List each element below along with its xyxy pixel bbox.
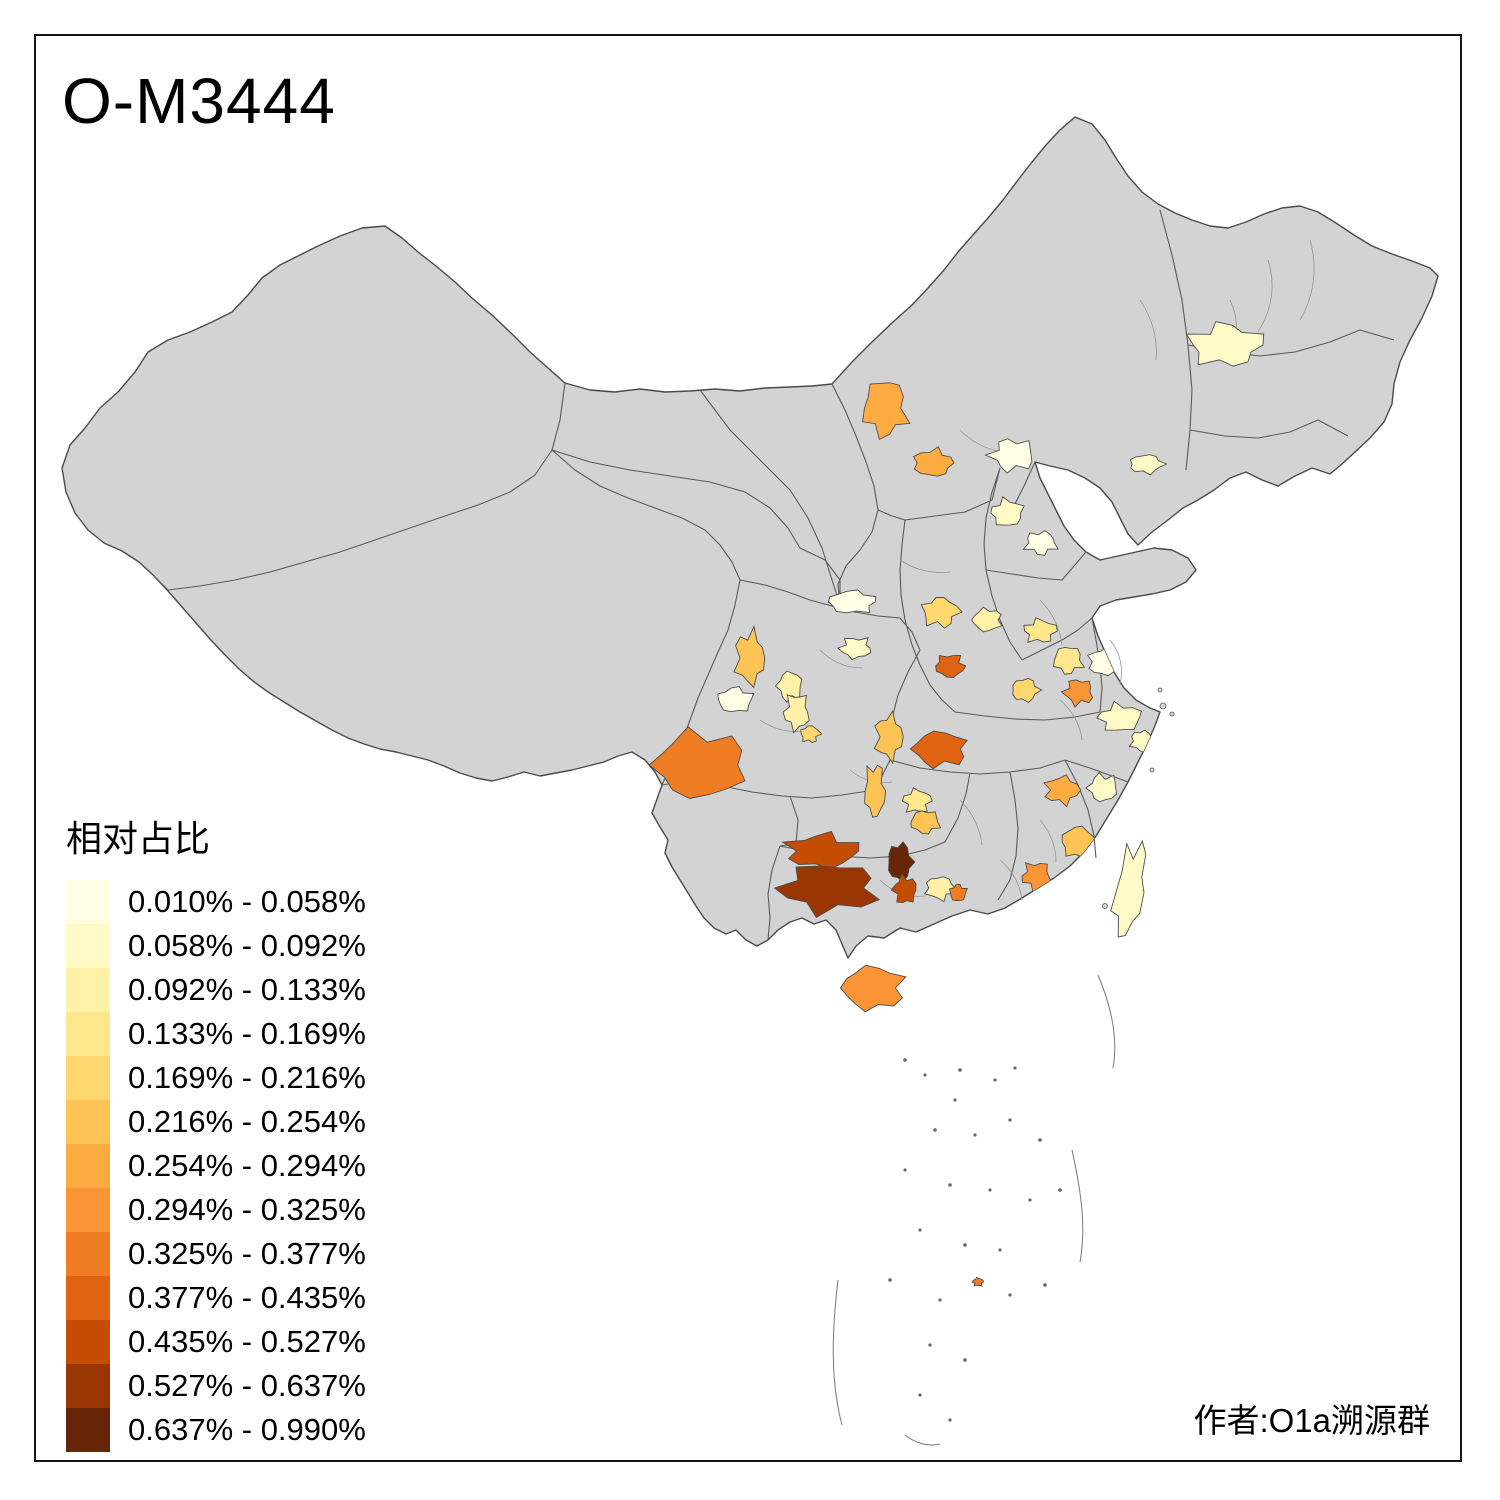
map-region-bin-6 xyxy=(733,624,766,689)
legend-row: 0.010% - 0.058% xyxy=(66,880,366,924)
legend-rows: 0.010% - 0.058% 0.058% - 0.092% 0.092% - 0… xyxy=(66,880,366,1452)
map-region-bin-10 xyxy=(935,654,967,678)
map-region-bin-6 xyxy=(864,764,887,818)
legend-bin-label: 0.325% - 0.377% xyxy=(128,1236,366,1271)
legend-row: 0.169% - 0.216% xyxy=(66,1056,366,1100)
map-region-bin-2 xyxy=(837,637,872,661)
map-region-bin-1 xyxy=(717,686,755,713)
legend-bin-label: 0.216% - 0.254% xyxy=(128,1104,366,1139)
legend-bin-label: 0.010% - 0.058% xyxy=(128,884,366,919)
legend-bin-label: 0.527% - 0.637% xyxy=(128,1368,366,1403)
map-region-bin-5 xyxy=(920,597,963,629)
legend-bin-label: 0.169% - 0.216% xyxy=(128,1060,366,1095)
legend-color-swatch xyxy=(66,1276,110,1320)
legend-row: 0.637% - 0.990% xyxy=(66,1408,366,1452)
small-islands xyxy=(1102,687,1175,909)
map-region-bin-3 xyxy=(971,606,1003,633)
map-region-bin-4 xyxy=(1023,617,1058,643)
map-region-bin-6 xyxy=(873,709,904,765)
map-region-bin-2 xyxy=(1110,839,1147,938)
map-region-bin-2 xyxy=(1129,454,1168,476)
legend-color-swatch xyxy=(66,1364,110,1408)
legend-bin-label: 0.377% - 0.435% xyxy=(128,1280,366,1315)
map-region-bin-12 xyxy=(773,865,881,919)
legend-color-swatch xyxy=(66,1144,110,1188)
map-region-bin-5 xyxy=(800,725,823,743)
legend-color-swatch xyxy=(66,924,110,968)
map-region-bin-9 xyxy=(648,726,746,799)
province-borders xyxy=(153,209,1395,941)
legend-row: 0.294% - 0.325% xyxy=(66,1188,366,1232)
map-region-bin-2 xyxy=(1185,320,1265,367)
map-region-bin-11 xyxy=(781,830,860,870)
map-region-bin-1 xyxy=(827,589,877,614)
legend-title: 相对占比 xyxy=(66,818,211,859)
legend-color-swatch xyxy=(66,1232,110,1276)
legend-color-swatch xyxy=(66,1100,110,1144)
map-region-bin-8 xyxy=(839,964,907,1013)
legend-bin-label: 0.092% - 0.133% xyxy=(128,972,366,1007)
map-region-bin-7 xyxy=(862,382,911,441)
map-region-bin-1 xyxy=(1022,530,1059,556)
map-region-bin-2 xyxy=(1096,700,1143,731)
legend-row: 0.435% - 0.527% xyxy=(66,1320,366,1364)
legend-row: 0.092% - 0.133% xyxy=(66,968,366,1012)
map-region-bin-9 xyxy=(971,1276,985,1287)
colored-regions-mainland xyxy=(648,320,1265,919)
legend-color-swatch xyxy=(66,1012,110,1056)
page-title: O-M3444 xyxy=(62,65,336,137)
map-region-bin-8 xyxy=(1060,679,1094,708)
map-region-bin-10 xyxy=(909,730,968,770)
legend-row: 0.377% - 0.435% xyxy=(66,1276,366,1320)
map-region-bin-3 xyxy=(782,694,810,734)
legend-color-swatch xyxy=(66,1188,110,1232)
legend-row: 0.216% - 0.254% xyxy=(66,1100,366,1144)
south-china-sea-features xyxy=(832,974,1116,1446)
map-region-bin-11 xyxy=(890,872,917,904)
legend-bin-label: 0.254% - 0.294% xyxy=(128,1148,366,1183)
legend-color-swatch xyxy=(66,1320,110,1364)
map-region-bin-7 xyxy=(1043,774,1082,808)
map-region-bin-5 xyxy=(1012,677,1043,703)
legend-bin-label: 0.133% - 0.169% xyxy=(128,1016,366,1051)
map-region-bin-9 xyxy=(948,883,968,901)
map-region-bin-4 xyxy=(1052,646,1086,675)
map-region-bin-1 xyxy=(984,438,1033,474)
legend-color-swatch xyxy=(66,1408,110,1452)
legend-color-swatch xyxy=(66,880,110,924)
map-region-bin-3 xyxy=(923,876,956,903)
map-region-bin-6 xyxy=(910,810,942,835)
map-region-bin-13 xyxy=(888,841,916,882)
colored-regions-islands xyxy=(839,839,1147,1287)
attribution: 作者:O1a溯源群 xyxy=(1193,1402,1430,1439)
map-region-bin-2 xyxy=(990,496,1025,526)
legend-row: 0.058% - 0.092% xyxy=(66,924,366,968)
legend-bin-label: 0.435% - 0.527% xyxy=(128,1324,366,1359)
legend-row: 0.527% - 0.637% xyxy=(66,1364,366,1408)
legend-bin-label: 0.058% - 0.092% xyxy=(128,928,366,963)
map-region-bin-7 xyxy=(912,446,955,477)
legend-bin-label: 0.637% - 0.990% xyxy=(128,1412,366,1447)
legend-row: 0.254% - 0.294% xyxy=(66,1144,366,1188)
legend-color-swatch xyxy=(66,968,110,1012)
legend-color-swatch xyxy=(66,1056,110,1100)
legend-bin-label: 0.294% - 0.325% xyxy=(128,1192,366,1227)
mainland-outline xyxy=(61,116,1439,959)
map-region-bin-2 xyxy=(1085,771,1118,803)
legend-row: 0.325% - 0.377% xyxy=(66,1232,366,1276)
legend-row: 0.133% - 0.169% xyxy=(66,1012,366,1056)
legend: 相对占比 0.010% - 0.058% 0.058% - 0.092% 0.092… xyxy=(66,810,366,1452)
